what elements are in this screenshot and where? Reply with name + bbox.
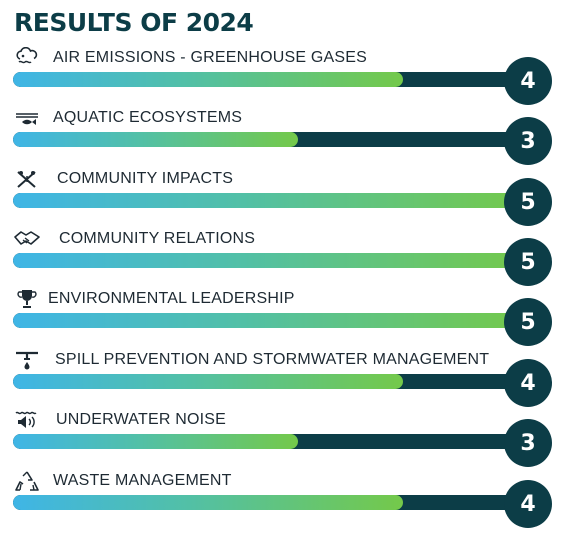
score-track: [13, 253, 525, 268]
result-row: ENVIRONMENTAL LEADERSHIP 5: [0, 286, 570, 346]
category-label: AIR EMISSIONS - GREENHOUSE GASES: [53, 49, 368, 66]
result-row: AIR EMISSIONS - GREENHOUSE GASES 4: [0, 45, 570, 105]
result-row: UNDERWATER NOISE 3: [0, 407, 570, 467]
score-track: [13, 434, 525, 449]
score-bar: [13, 434, 298, 449]
score-track: [13, 313, 525, 328]
score-value: 5: [504, 298, 552, 346]
category-label: UNDERWATER NOISE: [56, 411, 227, 428]
score-value: 4: [504, 57, 552, 105]
score-bar: [13, 193, 525, 208]
score-track: [13, 72, 525, 87]
result-row: COMMUNITY RELATIONS 5: [0, 226, 570, 286]
score-track: [13, 193, 525, 208]
handshake-icon: [14, 228, 40, 250]
score-value: 4: [504, 359, 552, 407]
cloud-emissions-icon: [14, 47, 40, 69]
category-label: COMMUNITY IMPACTS: [57, 170, 234, 187]
score-bar: [13, 374, 403, 389]
score-track: [13, 132, 525, 147]
community-impacts-icon: [14, 168, 40, 190]
score-bar: [13, 313, 525, 328]
result-row: SPILL PREVENTION AND STORMWATER MANAGEME…: [0, 347, 570, 407]
score-track: [13, 495, 525, 510]
category-label: SPILL PREVENTION AND STORMWATER MANAGEME…: [55, 351, 490, 368]
category-label: ENVIRONMENTAL LEADERSHIP: [48, 290, 295, 307]
pipe-drop-icon: [14, 349, 40, 371]
score-value: 5: [504, 238, 552, 286]
score-value: 4: [504, 480, 552, 528]
score-bar: [13, 495, 403, 510]
trophy-icon: [14, 288, 40, 310]
score-bar: [13, 72, 403, 87]
category-label: WASTE MANAGEMENT: [53, 472, 232, 489]
recycle-icon: [14, 470, 40, 492]
speaker-waves-icon: [14, 409, 40, 431]
category-label: COMMUNITY RELATIONS: [59, 230, 256, 247]
score-track: [13, 374, 525, 389]
score-value: 3: [504, 117, 552, 165]
result-row: AQUATIC ECOSYSTEMS 3: [0, 105, 570, 165]
score-value: 3: [504, 419, 552, 467]
water-fish-icon: [14, 107, 40, 129]
result-row: WASTE MANAGEMENT 4: [0, 468, 570, 528]
result-row: COMMUNITY IMPACTS 5: [0, 166, 570, 226]
score-value: 5: [504, 178, 552, 226]
score-bar: [13, 132, 298, 147]
category-label: AQUATIC ECOSYSTEMS: [53, 109, 243, 126]
page-title: RESULTS OF 2024: [14, 8, 254, 37]
score-bar: [13, 253, 525, 268]
